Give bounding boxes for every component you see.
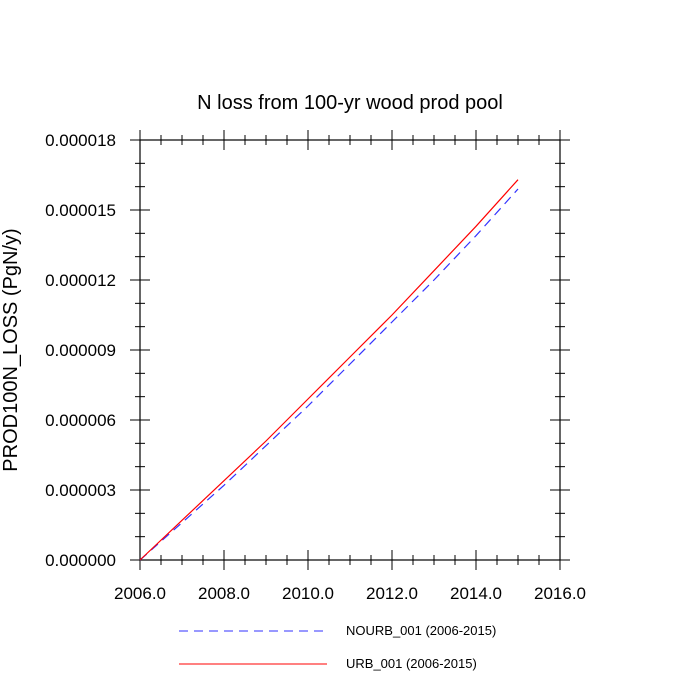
y-tick-label: 0.000015	[45, 201, 116, 220]
x-tick-label: 2008.0	[198, 584, 250, 603]
y-tick-label: 0.000018	[45, 131, 116, 150]
y-tick-label: 0.000003	[45, 481, 116, 500]
y-tick-label: 0.000000	[45, 551, 116, 570]
y-axis-label: PROD100N_LOSS (PgN/y)	[0, 228, 22, 471]
legend-label: NOURB_001 (2006-2015)	[346, 623, 496, 638]
x-tick-label: 2012.0	[366, 584, 418, 603]
y-tick-label: 0.000009	[45, 341, 116, 360]
x-tick-label: 2014.0	[450, 584, 502, 603]
series-line	[139, 188, 519, 561]
series-line	[139, 179, 519, 561]
x-tick-label: 2006.0	[114, 584, 166, 603]
chart-title: N loss from 100-yr wood prod pool	[197, 92, 503, 114]
y-tick-label: 0.000006	[45, 411, 116, 430]
x-tick-label: 2010.0	[282, 584, 334, 603]
y-tick-label: 0.000012	[45, 271, 116, 290]
x-tick-label: 2016.0	[534, 584, 586, 603]
legend-label: URB_001 (2006-2015)	[346, 656, 477, 671]
